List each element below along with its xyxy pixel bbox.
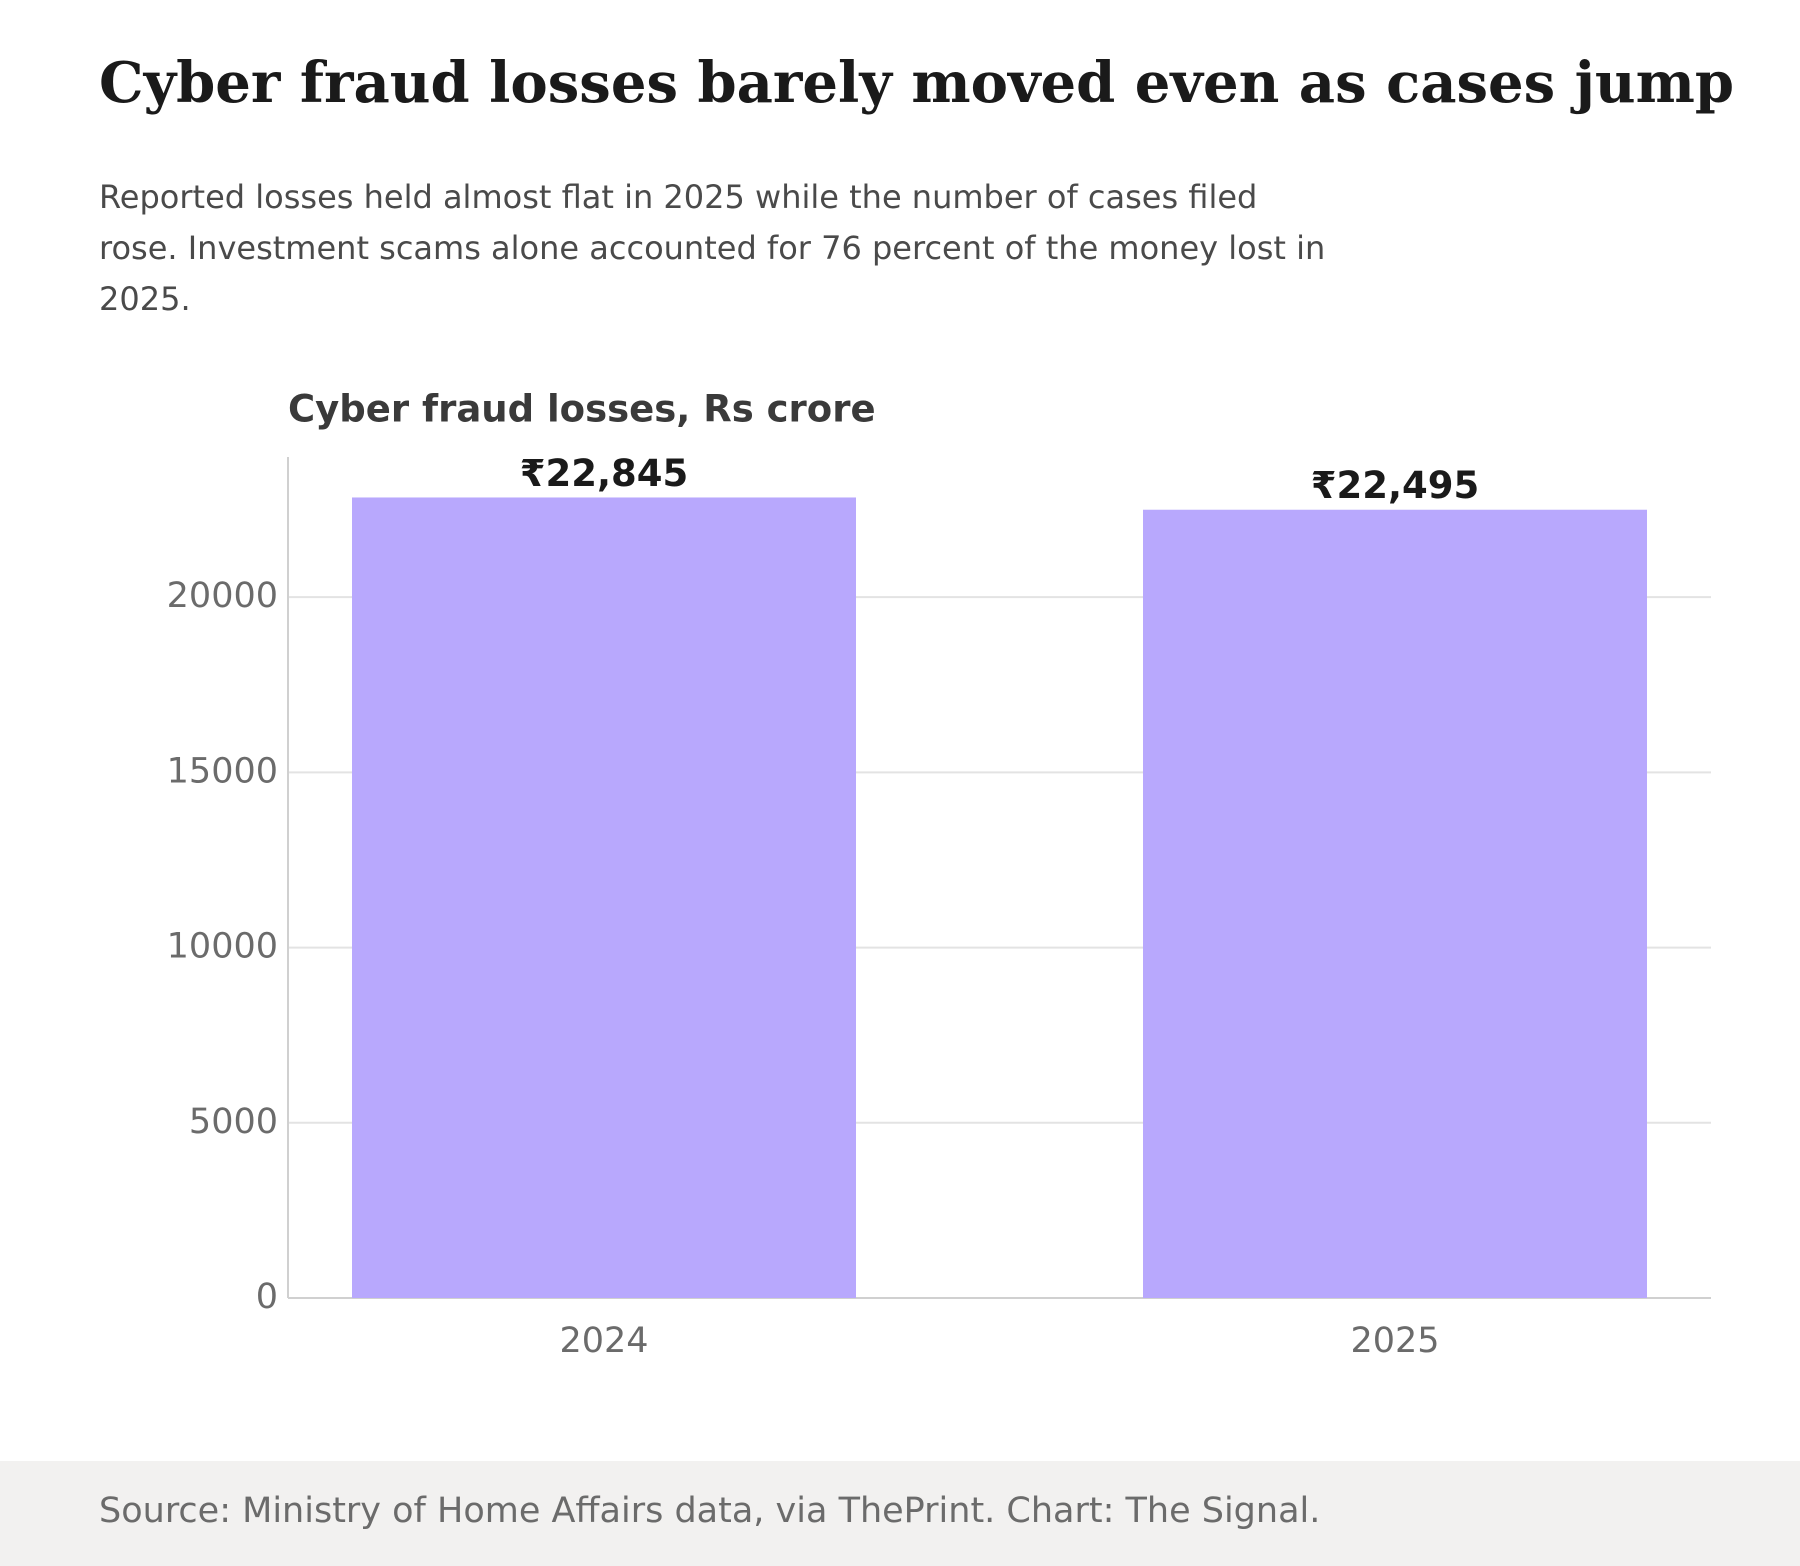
footer: Source: Ministry of Home Affairs data, v… (0, 1461, 1800, 1566)
y-tick-label: 0 (256, 1277, 278, 1317)
value-label: ₹22,845 (520, 452, 689, 495)
y-tick-label: 20000 (167, 576, 278, 616)
chart-subtitle: Reported losses held almost flat in 2025… (99, 178, 1326, 318)
x-tick-label: 2025 (1350, 1321, 1439, 1361)
source-note: Source: Ministry of Home Affairs data, v… (99, 1491, 1321, 1531)
y-tick-label: 10000 (167, 927, 278, 967)
x-tick-label: 2024 (559, 1321, 648, 1361)
axis-title: Cyber fraud losses, Rs crore (288, 388, 876, 431)
bar (1143, 509, 1647, 1299)
value-label: ₹22,495 (1311, 464, 1480, 507)
bar (352, 497, 856, 1298)
y-tick-label: 5000 (189, 1102, 278, 1142)
chart-title: Cyber fraud losses barely moved even as … (99, 50, 1735, 116)
chart: Cyber fraud losses, Rs crore 0 5000 10000 1… (167, 388, 1711, 1361)
y-tick-label: 15000 (167, 751, 278, 791)
